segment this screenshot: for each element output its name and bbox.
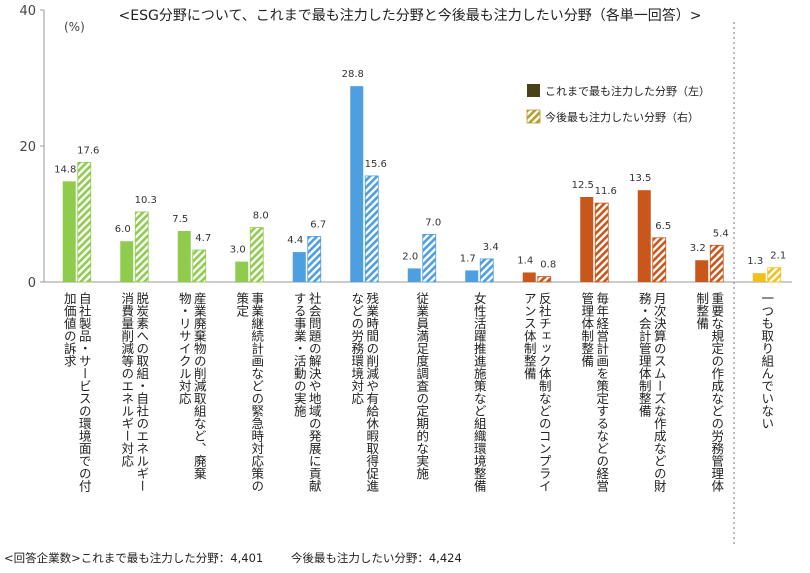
value-label-right: 15.6 [365,159,387,170]
category-label: 残業時間の削減や有給休暇取得促進 [364,292,379,493]
value-label-left: 7.5 [172,214,188,225]
footnote: <回答企業数>これまで最も注力した分野：4,401 今後最も注力したい分野：4,… [4,550,486,566]
value-label-left: 4.4 [287,235,303,246]
category-label: 従業員満足度調査の定期的な実施 [414,292,429,480]
category-label: 産業廃棄物の削減取組など、廃棄 [192,291,207,480]
y-tick-label: 0 [28,276,36,291]
bar-left [522,272,536,282]
value-label-left: 28.8 [342,69,364,80]
value-label-left: 1.4 [517,255,533,266]
bar-left [177,231,191,282]
footnote-right-count: 今後最も注力したい分野：4,424 [290,551,462,565]
footnote-left-count: これまで最も注力した分野：4,401 [80,551,264,565]
bar-left [580,197,594,282]
category-label: 策定 [234,291,249,318]
value-label-right: 10.3 [135,195,157,206]
bar-left [695,260,709,282]
bar-left [350,86,364,282]
value-label-left: 3.0 [230,245,246,256]
value-label-right: 8.0 [253,211,269,222]
bar-right [134,211,149,283]
bar-right [364,175,379,283]
category-label: 脱炭素への取組・自社のエネルギー [134,291,149,492]
value-label-right: 17.6 [77,145,99,156]
category-label: 制整備 [694,292,709,330]
legend-label-left: これまで最も注力した分野（左） [545,84,710,98]
legend: これまで最も注力した分野（左） 今後最も注力したい分野（右） [526,84,710,124]
value-label-left: 14.8 [54,164,76,175]
bar-right [767,267,782,283]
labels-layer: 14.817.6 6.0 10.3 7.5 4.7 3.0 8.0 4.4 6.7 28.8 15.… [54,69,786,270]
bar-right [307,236,322,283]
bar-right [709,244,724,283]
bar-left [235,261,249,282]
value-label-left: 6.0 [115,224,131,235]
category-label: 一つも取り組んでいない [759,292,774,430]
bar-right [479,258,494,283]
value-label-right: 5.4 [713,228,729,239]
bar-right [422,233,437,283]
y-tick-label: 20 [19,140,36,155]
value-label-left: 12.5 [572,180,594,191]
category-label: 女性活躍推進施策など組織環境整備 [472,291,487,493]
footnote-respondents: <回答企業数>これまで最も注力した分野：4,401 [4,551,263,565]
category-label: 反社チェック体制などのコンプライ [537,292,552,492]
category-label: アンス体制整備 [522,292,537,380]
y-tick-label: 40 [19,4,36,19]
value-label-right: 6.7 [310,219,326,230]
bar-left [465,270,479,282]
category-label: 管理体制整備 [579,291,594,368]
category-label: 社会問題の解決や地域の発展に貢献 [307,291,322,492]
category-label: 消費量削減等のエネルギー対応 [119,292,134,468]
category-label: 自社製品・サービスの環境面での付 [77,292,92,493]
unit-label: (%) [64,20,85,34]
value-label-right: 3.4 [483,242,499,253]
bar-right [537,276,552,283]
category-label: 重要な規定の作成などの労務管理体 [709,291,724,493]
bar-left [292,252,306,282]
value-label-right: 0.8 [540,260,556,271]
value-label-left: 13.5 [629,173,651,184]
category-label: 月次決算のスムーズな作成などの財 [652,292,667,492]
category-label: する事業・活動の実施 [292,292,307,417]
bar-right [249,227,264,283]
axis-layer: 0 20 40 [19,4,792,545]
value-label-left: 1.7 [460,253,476,264]
value-label-left: 2.0 [402,251,418,262]
category-label: 物・リサイクル対応 [177,292,192,405]
category-label: 加価値の訴求 [62,292,77,367]
legend-swatch-right [526,109,541,124]
footnote-prefix: <回答企業数> [4,551,81,565]
value-label-left: 1.3 [747,256,763,267]
value-label-right: 2.1 [770,251,786,262]
bar-left [120,241,134,282]
bar-right [594,202,609,283]
category-label: 毎年経営計画を策定するなどの経営 [594,291,609,493]
legend-label-right: 今後最も注力したい分野（右） [545,110,699,124]
value-label-right: 7.0 [425,217,441,228]
value-label-left: 3.2 [690,243,706,254]
bar-left [62,181,76,282]
esg-bar-chart: 0 20 40 14.817.6 6.0 10.3 7.5 4.7 3.0 8.0 4.4 6.7 2… [19,4,792,545]
chart-title: <ESG分野について、これまで最も注力した分野と今後最も注力したい分野（各単一回… [119,7,702,24]
value-label-right: 11.6 [595,186,617,197]
category-label: 務・会計管理体制整備 [637,292,652,418]
bar-right [192,249,207,283]
category-label: などの労務環境対応 [349,292,364,405]
value-label-right: 4.7 [195,233,211,244]
bar-right [652,237,667,283]
legend-swatch-left [527,84,540,97]
bar-left [752,273,766,282]
bar-left [637,190,651,282]
value-label-right: 6.5 [655,221,671,232]
bar-left [407,268,421,282]
bars-layer [62,86,782,283]
bar-right [77,161,92,283]
category-label: 事業継続計画などの緊急時対応策の [249,292,264,492]
